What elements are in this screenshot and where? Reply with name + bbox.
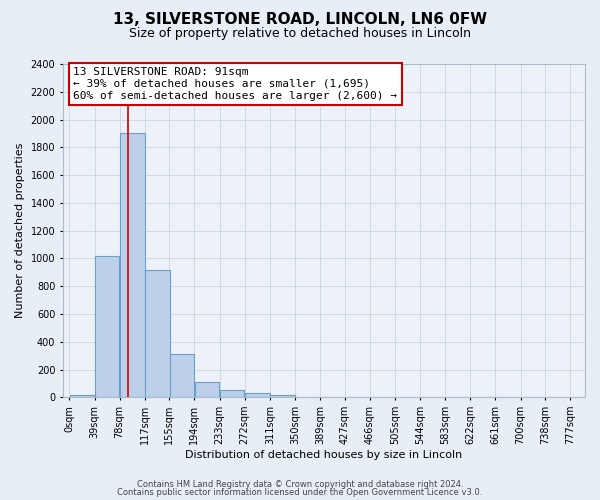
Bar	[70, 394, 94, 398]
Text: 13, SILVERSTONE ROAD, LINCOLN, LN6 0FW: 13, SILVERSTONE ROAD, LINCOLN, LN6 0FW	[113, 12, 487, 28]
Text: Size of property relative to detached houses in Lincoln: Size of property relative to detached ho…	[129, 28, 471, 40]
X-axis label: Distribution of detached houses by size in Lincoln: Distribution of detached houses by size …	[185, 450, 463, 460]
Bar	[245, 393, 269, 398]
Bar	[170, 354, 194, 398]
Bar	[220, 390, 244, 398]
Text: Contains HM Land Registry data © Crown copyright and database right 2024.: Contains HM Land Registry data © Crown c…	[137, 480, 463, 489]
Bar	[270, 394, 295, 398]
Bar	[145, 270, 170, 398]
Bar	[194, 382, 220, 398]
Text: Contains public sector information licensed under the Open Government Licence v3: Contains public sector information licen…	[118, 488, 482, 497]
Y-axis label: Number of detached properties: Number of detached properties	[15, 143, 25, 318]
Bar	[120, 134, 145, 398]
Bar	[95, 256, 119, 398]
Text: 13 SILVERSTONE ROAD: 91sqm
← 39% of detached houses are smaller (1,695)
60% of s: 13 SILVERSTONE ROAD: 91sqm ← 39% of deta…	[73, 68, 397, 100]
